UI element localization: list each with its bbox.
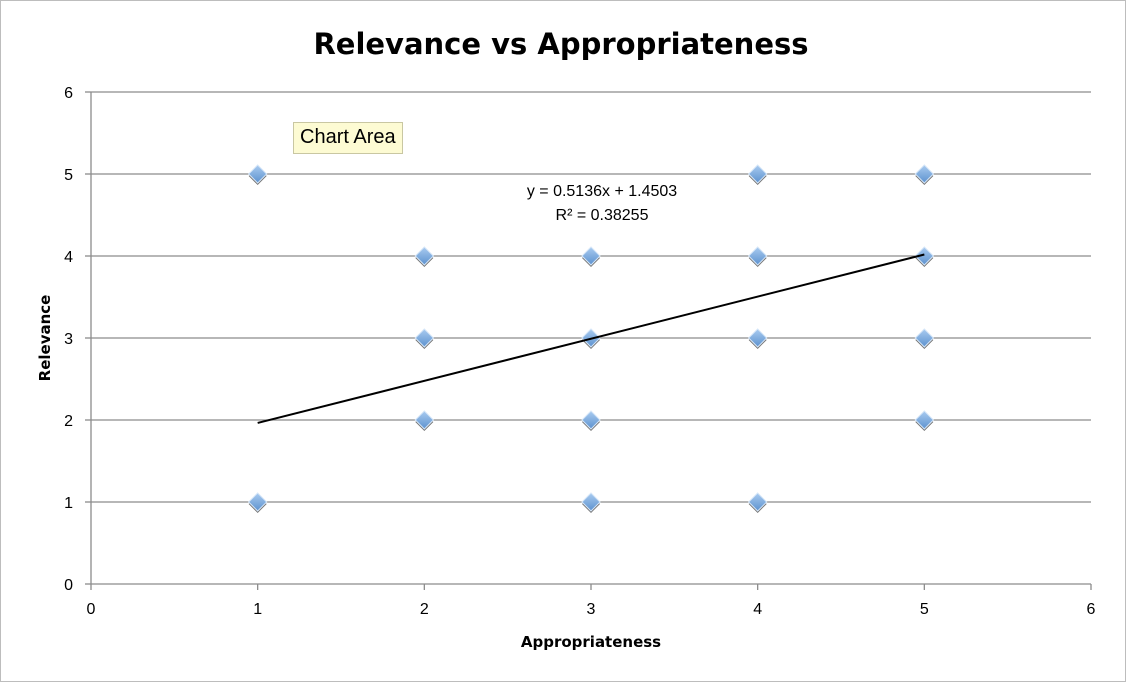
- x-tick-label: 5: [920, 601, 929, 618]
- trendline-group: [257, 253, 925, 424]
- y-tick-label: 5: [64, 167, 73, 184]
- data-point: [914, 410, 935, 430]
- y-tick-label: 4: [64, 249, 73, 266]
- data-point: [914, 164, 935, 184]
- data-point: [914, 246, 935, 266]
- x-tick-label: 0: [87, 601, 96, 618]
- axes: [85, 91, 1092, 590]
- trendline-r-squared: R² = 0.38255: [556, 207, 649, 224]
- chart-area-tooltip: Chart Area: [293, 122, 403, 154]
- data-point: [247, 164, 268, 184]
- data-point: [747, 492, 768, 512]
- trendline-equation: y = 0.5136x + 1.4503: [527, 183, 677, 200]
- x-tick-label: 1: [253, 601, 262, 618]
- y-tick-label: 1: [64, 495, 73, 512]
- data-point: [414, 410, 435, 430]
- y-axis-label: Relevance: [36, 295, 54, 382]
- data-point: [581, 492, 601, 512]
- data-point: [747, 164, 768, 184]
- data-points: [247, 164, 935, 513]
- data-point: [581, 246, 601, 266]
- x-tick-label: 6: [1087, 601, 1096, 618]
- y-tick-label: 0: [64, 577, 73, 594]
- x-tick-label: 3: [587, 601, 596, 618]
- x-axis-label: Appropriateness: [521, 633, 661, 651]
- x-tick-label: 2: [420, 601, 429, 618]
- data-point: [747, 246, 768, 266]
- x-tick-label: 4: [753, 601, 762, 618]
- data-point: [247, 492, 268, 512]
- chart-title: Relevance vs Appropriateness: [313, 27, 808, 61]
- y-tick-label: 2: [64, 413, 73, 430]
- data-point: [581, 410, 601, 430]
- y-tick-label: 6: [64, 85, 73, 102]
- data-point: [747, 328, 768, 348]
- data-point: [414, 246, 435, 266]
- trendline: [257, 253, 925, 424]
- y-tick-label: 3: [64, 331, 73, 348]
- tick-labels: 0 1 2 3 4 5 6 0 1 2 3 4 5 6: [64, 85, 1095, 618]
- data-point: [414, 328, 435, 348]
- data-point: [914, 328, 935, 348]
